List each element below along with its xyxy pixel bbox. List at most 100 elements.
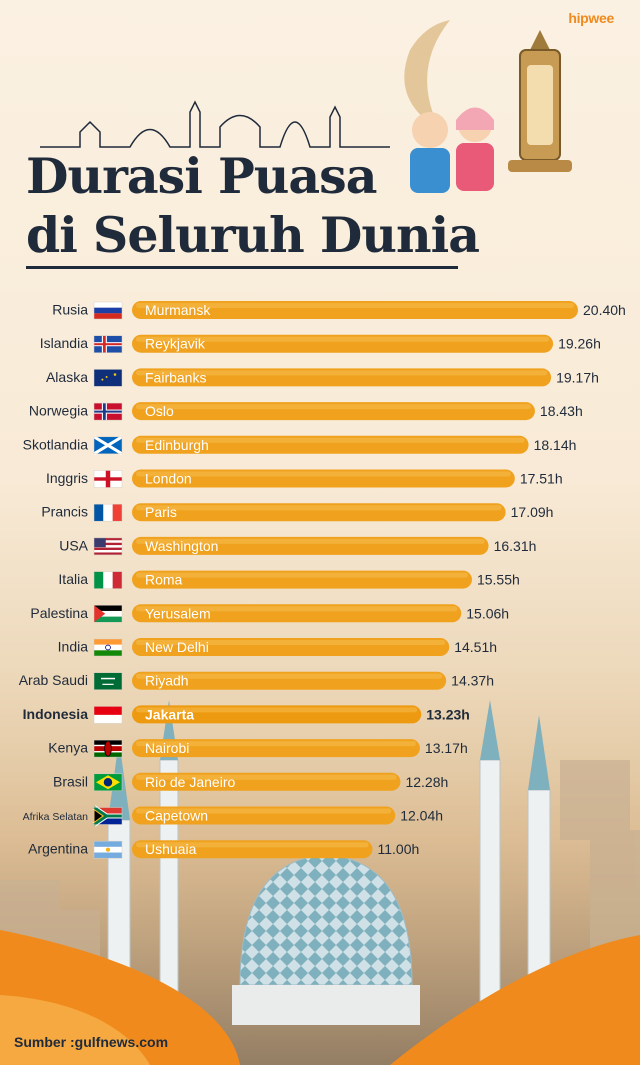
city-label: Ushuaia	[145, 841, 197, 857]
ramadan-illustration	[404, 20, 572, 193]
bar	[132, 570, 472, 589]
city-label: Rio de Janeiro	[145, 774, 235, 790]
usa-flag-icon	[93, 537, 123, 556]
iceland-flag-icon	[93, 335, 123, 353]
value-label: 16.31h	[494, 538, 537, 554]
bar	[132, 772, 401, 791]
england-flag-icon	[93, 470, 123, 488]
country-label: Arab Saudi	[19, 672, 88, 688]
value-label: 17.51h	[520, 471, 563, 487]
city-label: Yerusalem	[145, 605, 211, 621]
mosque-skyline-line-art	[40, 100, 390, 148]
country-label: India	[58, 639, 89, 655]
palestine-flag-icon	[93, 605, 123, 623]
bar-highlight	[136, 808, 392, 814]
country-label: Skotlandia	[23, 436, 89, 452]
bar-highlight	[136, 606, 458, 612]
bar-highlight	[136, 471, 511, 477]
bar-highlight	[136, 538, 485, 544]
argentina-flag-icon	[93, 840, 123, 859]
italy-flag-icon	[93, 571, 123, 589]
country-label: Rusia	[52, 302, 88, 318]
value-label: 19.26h	[558, 336, 601, 352]
value-label: 19.17h	[556, 369, 599, 385]
city-label: Reykjavik	[145, 336, 206, 352]
bar-highlight	[136, 640, 446, 645]
country-label: Palestina	[30, 605, 88, 621]
city-label: Murmansk	[145, 302, 211, 318]
city-label: Roma	[145, 572, 183, 588]
alaska-flag-icon	[93, 369, 123, 387]
country-label: Kenya	[48, 740, 88, 756]
city-label: Fairbanks	[145, 369, 206, 385]
country-label: Indonesia	[23, 706, 89, 722]
bar-highlight	[136, 673, 443, 679]
value-label: 14.37h	[451, 673, 494, 689]
country-label: USA	[59, 537, 88, 553]
value-label: 12.04h	[400, 808, 443, 824]
fasting-duration-bar-chart: Rusia Murmansk 20.40h Islandia Reykjavik 19.2…	[19, 301, 626, 859]
south-africa-flag-icon	[92, 805, 123, 827]
city-label: London	[145, 471, 192, 487]
city-label: Oslo	[145, 403, 174, 419]
bar-highlight	[136, 303, 574, 308]
value-label: 12.28h	[405, 774, 448, 790]
bar	[132, 671, 447, 690]
city-label: Jakarta	[145, 706, 194, 722]
country-label: Inggris	[46, 470, 88, 486]
bar-highlight	[136, 774, 397, 780]
norway-flag-icon	[93, 402, 123, 421]
bar	[132, 435, 529, 454]
bar	[132, 402, 535, 421]
bar	[132, 503, 506, 522]
india-flag-icon	[93, 638, 123, 657]
bar	[132, 604, 462, 623]
brazil-flag-icon	[93, 773, 123, 792]
value-label: 17.09h	[511, 504, 554, 520]
bar-highlight	[136, 370, 548, 376]
city-label: New Delhi	[145, 639, 209, 655]
city-label: Capetown	[145, 808, 208, 824]
city-label: Paris	[145, 504, 177, 520]
country-label: Alaska	[46, 369, 88, 385]
country-label: Afrika Selatan	[23, 811, 89, 823]
source-credit: Sumber :gulfnews.com	[14, 1034, 169, 1050]
value-label: 18.43h	[540, 403, 583, 419]
bar	[132, 840, 373, 859]
bar	[132, 334, 554, 353]
bar	[132, 806, 396, 825]
bar-highlight	[136, 572, 468, 578]
kenya-flag-icon	[93, 739, 123, 758]
bar	[132, 536, 489, 555]
country-label: Argentina	[28, 841, 88, 857]
france-flag-icon	[93, 503, 123, 522]
bar-highlight	[136, 842, 369, 848]
value-label: 15.55h	[477, 572, 520, 588]
page-title-line-2: di Seluruh Dunia	[26, 206, 480, 264]
bar	[132, 739, 420, 758]
value-label: 15.06h	[466, 605, 509, 621]
country-label: Brasil	[53, 773, 88, 789]
bar	[132, 469, 515, 488]
country-label: Prancis	[41, 504, 88, 520]
title-underline	[26, 266, 458, 269]
city-label: Edinburgh	[145, 437, 209, 453]
page-title-line-1: Durasi Puasa	[26, 147, 377, 205]
value-label: 13.23h	[426, 706, 470, 722]
bar-highlight	[136, 404, 531, 410]
city-label: Riyadh	[145, 673, 189, 689]
bar	[132, 368, 552, 387]
value-label: 20.40h	[583, 302, 626, 318]
saudi-flag-icon	[93, 672, 123, 690]
bar	[132, 301, 578, 319]
bar-highlight	[136, 505, 502, 511]
value-label: 14.51h	[454, 639, 497, 655]
bar-highlight	[136, 707, 418, 713]
city-label: Washington	[145, 538, 218, 554]
country-label: Italia	[58, 571, 88, 587]
country-label: Norwegia	[29, 403, 88, 419]
value-label: 13.17h	[425, 740, 468, 756]
country-label: Islandia	[40, 335, 88, 351]
bar-highlight	[136, 336, 550, 342]
